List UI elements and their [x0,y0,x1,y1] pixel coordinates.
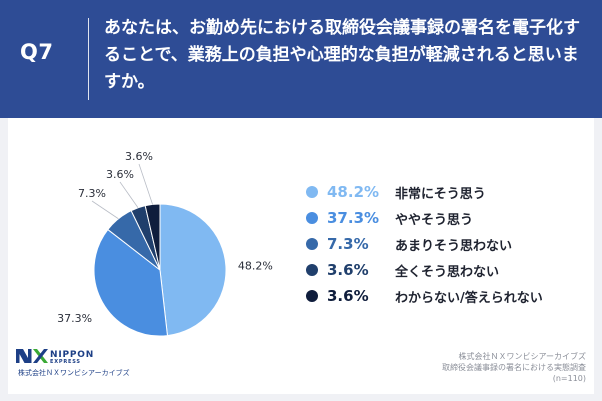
credit-survey: 取締役会議事録の署名における実態調査 [442,363,586,372]
legend-percent: 3.6% [327,261,369,279]
legend-swatch [306,264,318,276]
label-leaders [91,163,153,220]
credit-sample-size: (n=110) [552,374,586,383]
legend-swatch [306,212,318,224]
nx-logo-icon [16,349,48,363]
chart-card: 48.2% 37.3% 7.3% 3.6% 3.6% 48.2% 非常にそう思う 37.… [8,118,594,394]
question-number: Q7 [20,40,54,64]
leader-line [138,163,153,205]
data-labels: 48.2%37.3%7.3%3.6%3.6% [57,150,273,325]
pie-slice-very-much [159,203,227,337]
source-credit: 株式会社ＮＸワンビシアーカイブズ 取締役会議事録の署名における実態調査 (n=1… [346,351,586,384]
legend-label: あまりそう思わない [395,238,513,254]
credit-company: 株式会社ＮＸワンビシアーカイブズ [458,352,586,361]
legend-item: 37.3% ややそう思う [306,208,586,228]
pie-chart: 48.2%37.3%7.3%3.6%3.6% [57,150,273,337]
question-header: Q7 あなたは、お勤め先における取締役会議事録の署名を電子化することで、業務上の… [0,0,602,118]
logo-wordmark-nippon: NIPPON [50,350,95,360]
pie-slices [93,203,227,337]
legend: 48.2% 非常にそう思う 37.3% ややそう思う 7.3% あまりそう思わな… [306,182,586,312]
legend-item: 48.2% 非常にそう思う [306,182,586,202]
header-divider [88,18,89,100]
legend-percent: 7.3% [327,235,369,253]
data-label: 7.3% [78,187,106,200]
legend-item: 3.6% 全くそう思わない [306,260,586,280]
leader-line [91,200,119,220]
legend-label: わからない/答えられない [395,290,543,306]
nippon-express-logo: NIPPON EXPRESS 株式会社ＮＸワンビシアーカイブズ [16,349,166,383]
question-text: あなたは、お勤め先における取締役会議事録の署名を電子化することで、業務上の負担や… [104,18,580,92]
data-label: 48.2% [238,260,273,273]
legend-swatch [306,186,318,198]
logo-company-name: 株式会社ＮＸワンビシアーカイブズ [18,369,130,377]
legend-item: 3.6% わからない/答えられない [306,286,586,306]
legend-label: ややそう思う [395,212,474,228]
data-label: 3.6% [106,168,134,181]
data-label: 37.3% [57,312,92,325]
logo-wordmark-express: EXPRESS [50,359,81,365]
pie-slice-somewhat [93,228,169,337]
legend-swatch [306,238,318,250]
legend-percent: 3.6% [327,287,369,305]
pie-slice-unknown [144,203,161,271]
legend-percent: 37.3% [327,209,380,227]
legend-swatch [306,290,318,302]
legend-percent: 48.2% [327,183,380,201]
data-label: 3.6% [125,150,153,163]
leader-line [119,181,139,208]
legend-label: 全くそう思わない [395,264,500,280]
legend-item: 7.3% あまりそう思わない [306,234,586,254]
legend-label: 非常にそう思う [395,186,486,202]
